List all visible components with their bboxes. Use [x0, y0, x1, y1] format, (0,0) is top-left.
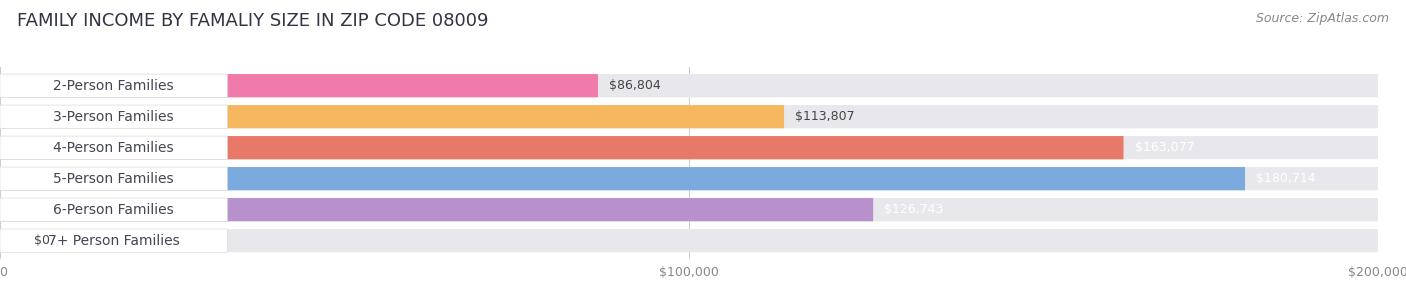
FancyBboxPatch shape [0, 229, 1378, 252]
FancyBboxPatch shape [0, 136, 1123, 159]
Text: 5-Person Families: 5-Person Families [53, 172, 174, 186]
Text: $180,714: $180,714 [1256, 172, 1316, 185]
FancyBboxPatch shape [0, 198, 228, 221]
FancyBboxPatch shape [0, 136, 1378, 159]
Text: $0: $0 [35, 234, 51, 247]
FancyBboxPatch shape [0, 105, 1378, 128]
Text: FAMILY INCOME BY FAMALIY SIZE IN ZIP CODE 08009: FAMILY INCOME BY FAMALIY SIZE IN ZIP COD… [17, 12, 488, 30]
FancyBboxPatch shape [0, 167, 1378, 190]
FancyBboxPatch shape [0, 105, 228, 128]
Text: $86,804: $86,804 [609, 79, 661, 92]
Text: $163,077: $163,077 [1135, 141, 1194, 154]
Text: Source: ZipAtlas.com: Source: ZipAtlas.com [1256, 12, 1389, 25]
FancyBboxPatch shape [0, 105, 785, 128]
FancyBboxPatch shape [0, 198, 1378, 221]
Text: 2-Person Families: 2-Person Families [53, 79, 174, 93]
FancyBboxPatch shape [0, 74, 228, 97]
FancyBboxPatch shape [0, 74, 598, 97]
Text: 6-Person Families: 6-Person Families [53, 203, 174, 217]
FancyBboxPatch shape [0, 167, 1244, 190]
FancyBboxPatch shape [0, 198, 873, 221]
Text: $126,743: $126,743 [884, 203, 943, 216]
Text: 3-Person Families: 3-Person Families [53, 110, 174, 124]
Text: 4-Person Families: 4-Person Families [53, 141, 174, 155]
Text: 7+ Person Families: 7+ Person Families [48, 234, 180, 248]
Text: $113,807: $113,807 [794, 110, 855, 123]
FancyBboxPatch shape [0, 229, 228, 252]
FancyBboxPatch shape [0, 74, 1378, 97]
FancyBboxPatch shape [0, 136, 228, 159]
FancyBboxPatch shape [0, 167, 228, 190]
